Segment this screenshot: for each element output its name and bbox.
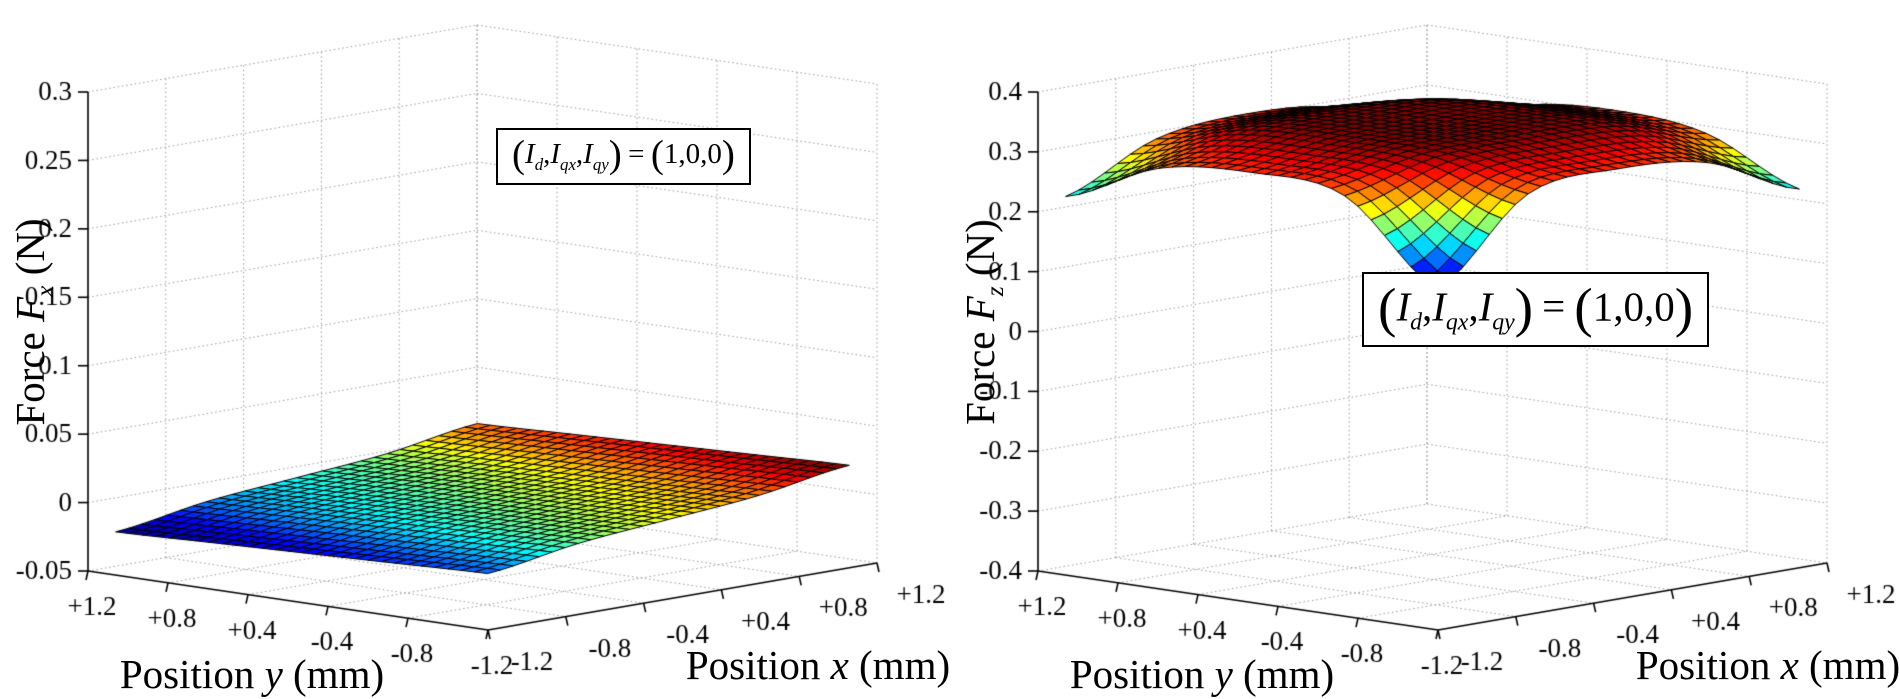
plot-force-fx: Force Fx (N) Position y (mm) Position x … [0,0,950,699]
annotation-part-plain: , [1421,283,1433,330]
annotation-part-paren: ) [721,133,735,176]
annotation-part-plain: , [575,138,584,171]
fx-zlabel-subscript: x [31,285,60,297]
fx-zlabel-variable: F [7,296,53,322]
annotation-part-sub: qx [1445,309,1469,336]
fz-ylabel-unit: (mm) [1243,651,1335,697]
fz-xlabel-unit: (mm) [1809,642,1900,688]
fx-xlabel-prefix: Position [685,642,821,688]
fx-ylabel-unit: (mm) [293,651,385,697]
annotation-part-paren: ) [1514,277,1534,338]
annotation-part-var: I [583,138,593,171]
annotation-part-sub: qy [592,154,609,174]
annotation-part-plain: , [543,138,551,171]
fz-surface-canvas [950,0,1900,699]
annotation-part-paren: ) [608,133,622,176]
annotation-part-eq: = [1542,283,1566,330]
annotation-part-sub: qx [560,154,576,174]
fx-xlabel-variable: x [830,642,849,688]
annotation-part-var: I [1432,283,1446,330]
annotation-part-var: I [1396,283,1411,330]
annotation-part-var: I [525,138,535,171]
annotation-part-paren: ( [512,133,526,176]
fz-xlabel-variable: x [1780,642,1799,688]
fx-surface-canvas [0,0,950,699]
fx-annotation-box: (Id,Iqx,Iqy) = (1,0,0) [496,128,751,185]
annotation-part-plain: 1,0,0 [663,138,722,171]
annotation-part-plain: , [1468,283,1479,330]
annotation-part-eq: = [628,138,645,171]
fx-zlabel-prefix: Force [7,332,53,426]
fx-z-axis-label: Force Fx (N) [6,218,59,426]
fz-ylabel-variable: y [1214,651,1233,697]
fz-annotation-box: (Id,Iqx,Iqy) = (1,0,0) [1362,272,1710,347]
fz-xlabel-prefix: Position [1635,642,1771,688]
fx-zlabel-unit: (N) [7,218,53,276]
fx-xlabel-unit: (mm) [859,642,951,688]
fx-ylabel-prefix: Position [119,651,255,697]
fz-x-axis-label: Position x (mm) [1636,641,1900,689]
annotation-part-paren: ( [650,133,664,176]
plot-force-fz: Force Fz (N) Position y (mm) Position x … [950,0,1900,699]
fz-z-axis-label: Force Fz (N) [956,219,1009,425]
annotation-part-sub: d [1410,309,1422,336]
fz-y-axis-label: Position y (mm) [1070,650,1334,698]
fx-y-axis-label: Position y (mm) [120,650,384,698]
fz-zlabel-unit: (N) [957,219,1003,277]
annotation-part-paren: ( [1378,277,1397,338]
annotation-part-sub: d [534,154,544,174]
annotation-part-sub: qy [1492,309,1515,336]
annotation-part-paren: ( [1574,277,1593,338]
fz-zlabel-prefix: Force [957,331,1003,425]
fx-ylabel-variable: y [264,651,283,697]
annotation-part-var: I [550,138,561,171]
annotation-part-var: I [1478,283,1493,330]
annotation-part-plain: 1,0,0 [1592,283,1675,330]
annotation-part-paren: ) [1674,277,1694,338]
fz-ylabel-prefix: Position [1069,651,1205,697]
fz-zlabel-subscript: z [981,286,1010,297]
fz-zlabel-variable: F [957,296,1003,322]
fx-x-axis-label: Position x (mm) [686,641,950,689]
